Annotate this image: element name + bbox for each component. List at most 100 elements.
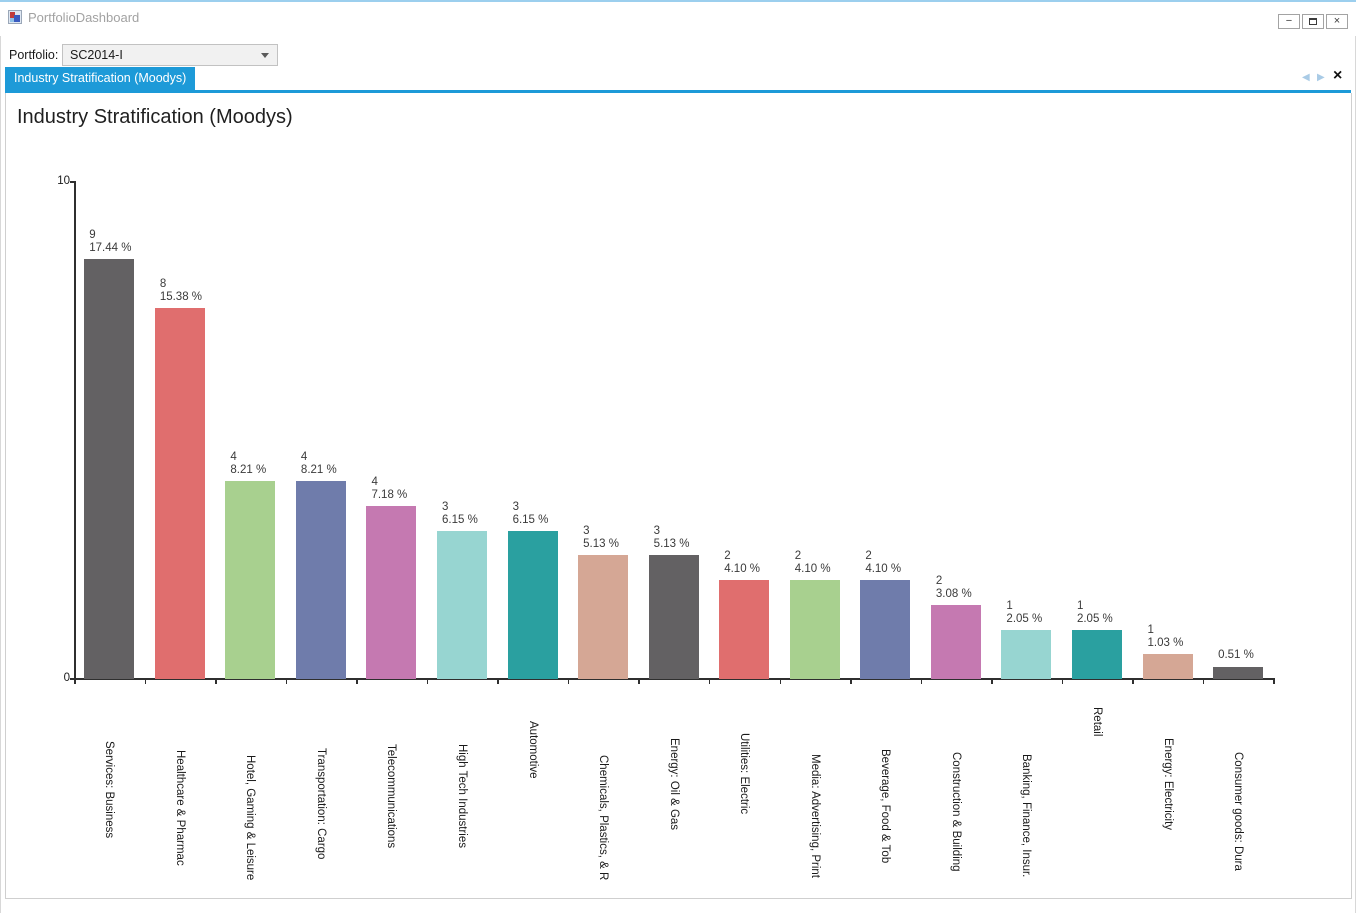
y-tick-label: 0 — [63, 672, 70, 684]
bar-value-label: 0.51 % — [1218, 649, 1254, 661]
x-tick — [708, 679, 711, 684]
maximize-icon — [1309, 18, 1317, 25]
bar-14 — [1001, 630, 1052, 679]
x-tick — [1132, 679, 1134, 684]
bar-value-label: 3 6.15 % — [442, 501, 478, 526]
bar-value-label: 4 8.21 % — [300, 451, 337, 476]
minimize-button[interactable]: − — [1278, 14, 1300, 29]
category-label: Services: Business — [103, 740, 116, 838]
tab-close-icon[interactable]: × — [1333, 67, 1343, 84]
x-tick — [567, 679, 570, 684]
category-label: Media: Advertising, Print — [808, 754, 821, 879]
title-bar[interactable]: PortfolioDashboard − × — [0, 2, 1356, 36]
bar-8 — [578, 555, 629, 679]
window-controls: − × — [1278, 14, 1348, 29]
bar-value-label: 2 4.10 % — [794, 550, 831, 575]
bar-7 — [507, 531, 558, 679]
bar-2 — [154, 308, 205, 679]
x-tick — [1202, 679, 1205, 684]
bar-value-label: 1 2.05 % — [1006, 600, 1043, 625]
x-tick — [920, 679, 923, 684]
bar-15 — [1071, 630, 1122, 679]
bar-3 — [225, 481, 276, 679]
category-label: Energy: Electricity — [1161, 738, 1174, 831]
bar-6 — [437, 531, 488, 679]
bar-10 — [719, 580, 770, 679]
category-label: Chemicals, Plastics, & R — [597, 754, 610, 880]
panel-border — [5, 898, 1352, 899]
x-tick — [215, 679, 217, 684]
category-label: Automotive — [526, 721, 539, 779]
category-label: Beverage, Food & Tob — [879, 749, 892, 864]
x-tick — [426, 679, 429, 684]
minimize-icon: − — [1285, 15, 1293, 27]
bar-value-label: 2 3.08 % — [935, 575, 972, 600]
x-tick — [144, 679, 147, 684]
bar-4 — [295, 481, 346, 679]
x-tick — [74, 679, 76, 684]
y-tick — [70, 678, 75, 680]
bar-9 — [648, 555, 699, 679]
y-tick-label: 10 — [57, 175, 70, 187]
x-tick — [991, 679, 993, 684]
bar-value-label: 9 17.44 % — [89, 229, 132, 254]
category-label: Hotel, Gaming & Leisure — [244, 754, 257, 880]
window-top-accent — [0, 0, 1356, 2]
x-tick — [779, 679, 781, 684]
bar-16 — [1142, 654, 1193, 679]
panel-border — [5, 93, 6, 898]
bar-value-label: 3 6.15 % — [512, 501, 549, 526]
close-button[interactable]: × — [1326, 14, 1348, 29]
bar-1 — [84, 259, 135, 679]
bar-12 — [860, 580, 911, 679]
y-tick — [70, 181, 75, 183]
bar-17 — [1213, 667, 1264, 679]
bar-value-label: 3 5.13 % — [653, 525, 690, 550]
portfolio-dropdown[interactable]: SC2014-I — [62, 44, 278, 66]
dropdown-arrow-icon — [261, 52, 269, 58]
bar-value-label: 2 4.10 % — [724, 550, 761, 575]
bar-value-label: 2 4.10 % — [865, 550, 902, 575]
x-tick — [285, 679, 288, 684]
x-tick — [1061, 679, 1064, 684]
form-icon — [8, 10, 22, 24]
x-tick — [356, 679, 358, 684]
bar-value-label: 4 8.21 % — [230, 451, 267, 476]
category-label: Transportation: Cargo — [314, 747, 327, 859]
bar-value-label: 1 2.05 % — [1076, 600, 1113, 625]
bar-13 — [930, 605, 981, 679]
tab-scroll-right-icon[interactable]: ▶ — [1317, 72, 1325, 83]
category-label: Construction & Building — [949, 752, 962, 872]
bar-value-label: 8 15.38 % — [159, 278, 203, 303]
x-tick — [497, 679, 499, 684]
close-icon: × — [1333, 15, 1341, 27]
x-tick — [638, 679, 640, 684]
y-axis-line — [74, 181, 76, 679]
maximize-button[interactable] — [1302, 14, 1324, 29]
category-label: High Tech Industries — [456, 744, 469, 848]
bar-value-label: 4 7.18 % — [371, 476, 408, 501]
category-label: Telecommunications — [385, 744, 398, 849]
bar-value-label: 3 5.13 % — [583, 525, 619, 550]
category-label: Energy: Oil & Gas — [667, 738, 680, 831]
portfolio-dropdown-value: SC2014-I — [70, 48, 123, 62]
x-tick — [1273, 679, 1275, 684]
tab-scroll-left-icon[interactable]: ◀ — [1302, 72, 1310, 83]
panel-border — [1351, 93, 1352, 898]
category-label: Utilities: Electric — [738, 732, 751, 814]
category-label: Consumer goods: Dura — [1232, 751, 1245, 871]
category-label: Healthcare & Pharmac — [173, 750, 186, 866]
chart-title: Industry Stratification (Moodys) — [17, 106, 293, 128]
category-label: Banking, Finance, Insur. — [1020, 753, 1033, 877]
category-label: Retail — [1090, 706, 1103, 736]
tab-strip-underline — [5, 90, 1351, 93]
portfolio-label: Portfolio: — [9, 48, 59, 62]
bar-11 — [789, 580, 840, 679]
window-title: PortfolioDashboard — [28, 10, 140, 25]
bar-value-label: 1 1.03 % — [1147, 624, 1184, 649]
tab-industry-stratification[interactable]: Industry Stratification (Moodys) — [5, 67, 196, 90]
window-left-border — [0, 2, 1, 913]
x-tick — [850, 679, 852, 684]
bar-5 — [366, 506, 417, 679]
